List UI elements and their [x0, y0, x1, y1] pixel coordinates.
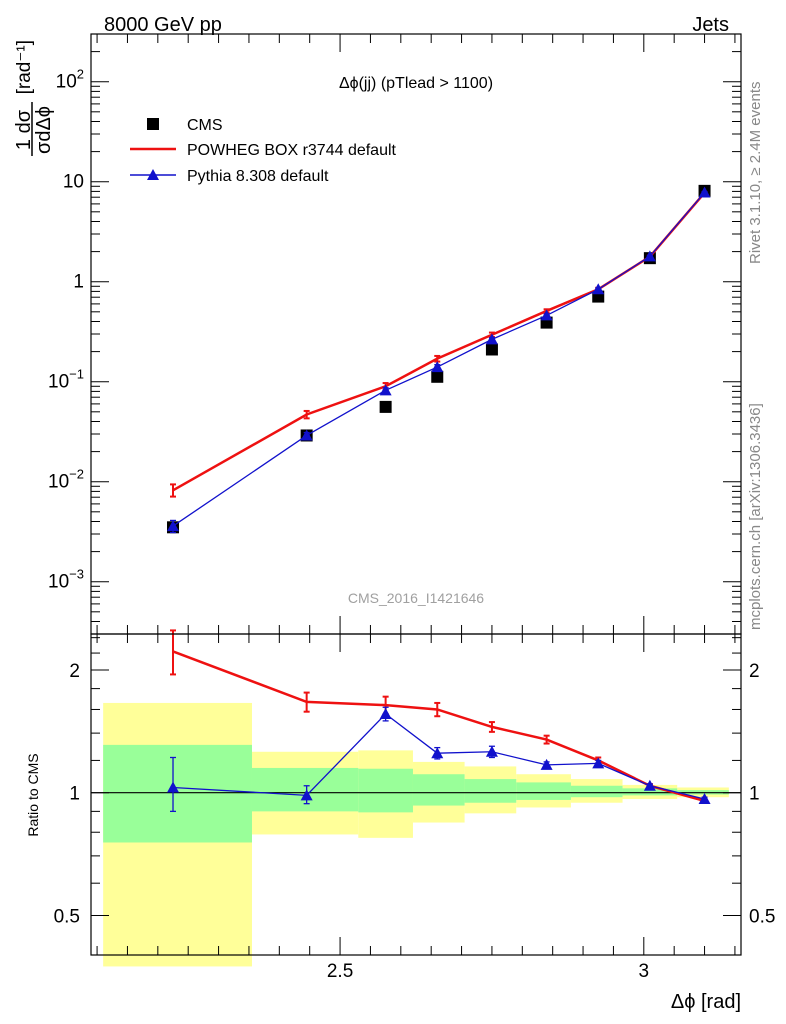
ratio-ytick-label-right-1: 1 — [749, 784, 760, 805]
ratio-point-1-1 — [300, 789, 313, 801]
main-point-2-4 — [485, 333, 498, 345]
ratio-band-inner-3 — [412, 774, 465, 806]
header-right: Jets — [692, 14, 729, 36]
ratio-point-1-8 — [698, 793, 711, 805]
ratio-ytick-label-left-2: 2 — [69, 661, 80, 682]
ratio-frame — [90, 633, 742, 956]
main-panel-series — [167, 184, 711, 534]
x-axis-label: Δϕ [rad] — [671, 991, 741, 1013]
main-point-2-6 — [592, 283, 605, 295]
ratio-band-inner-7 — [622, 788, 678, 796]
side-label-mcplots: mcplots.cern.ch [arXiv:1306.3436] — [747, 403, 764, 630]
main-point-2-7 — [643, 250, 656, 262]
main-point-2-3 — [431, 361, 444, 373]
ratio-ytick-label-right-2: 2 — [749, 661, 760, 682]
analysis-tag: CMS_2016_I1421646 — [348, 590, 484, 606]
ratio-point-1-7 — [643, 779, 656, 791]
ratio-xtick-label-0: 2.5 — [327, 961, 353, 982]
main-point-2-0 — [167, 520, 180, 532]
main-ytick-label-5: 102 — [56, 67, 84, 93]
main-title: Δϕ(jj) (pTlead > 1100) — [339, 75, 493, 92]
main-ytick-label-3: 1 — [73, 272, 84, 293]
ratio-ytick-label-left-0: 0.5 — [54, 906, 80, 927]
header-left: 8000 GeV pp — [104, 14, 222, 36]
ratio-band-inner-2 — [358, 768, 413, 813]
main-ytick-label-0: 10−3 — [48, 567, 84, 593]
ratio-band-inner-5 — [516, 782, 571, 800]
ratio-ytick-label-left-1: 1 — [69, 784, 80, 805]
legend-marker-pythia — [147, 169, 159, 180]
legend-label-pythia: Pythia 8.308 default — [187, 168, 329, 185]
side-label-rivet: Rivet 3.1.10, ≥ 2.4M events — [747, 82, 764, 265]
ratio-panel-bands — [91, 702, 741, 967]
legend: CMS POWHEG BOX r3744 default Pythia 8.30… — [130, 117, 397, 185]
ratio-panel-axes: 2.5 3 0.5 0.5 1 1 2 2 — [54, 633, 775, 982]
main-point-0-3 — [431, 370, 444, 383]
main-point-2-5 — [540, 309, 553, 321]
ratio-point-1-5 — [540, 758, 553, 770]
ratio-point-1-4 — [485, 745, 498, 757]
main-point-2-1 — [300, 429, 313, 441]
ratio-band-inner-4 — [464, 779, 517, 803]
main-y-axis-label: 1 dσ σdΔϕ [rad⁻¹] — [13, 40, 55, 156]
ratio-ytick-label-right-0: 0.5 — [749, 906, 775, 927]
ratio-xtick-label-1: 3 — [639, 961, 650, 982]
main-point-2-2 — [379, 384, 392, 396]
main-point-0-2 — [379, 400, 392, 413]
legend-label-cms: CMS — [187, 117, 223, 134]
legend-label-powheg: POWHEG BOX r3744 default — [187, 142, 397, 159]
ratio-band-inner-1 — [251, 767, 359, 812]
y-label-numerator: 1 dσ — [13, 109, 35, 150]
main-panel-axes: 10−3 10−2 10−1 1 10 102 — [48, 33, 742, 635]
legend-marker-cms — [147, 118, 159, 130]
ratio-band-inner-6 — [570, 785, 623, 798]
ratio-y-axis-label: Ratio to CMS — [25, 753, 41, 836]
main-point-0-4 — [485, 343, 498, 356]
y-label-denominator: σdΔϕ — [33, 106, 55, 154]
main-line-1 — [172, 191, 706, 492]
ratio-point-1-3 — [431, 747, 444, 759]
main-ytick-label-1: 10−2 — [48, 467, 84, 493]
ratio-point-1-0 — [167, 781, 180, 793]
ratio-panel-series — [167, 629, 711, 813]
y-label-unit: [rad⁻¹] — [14, 40, 35, 94]
main-ytick-label-2: 10−1 — [48, 367, 84, 393]
ratio-band-inner-0 — [103, 744, 252, 843]
ratio-point-1-6 — [592, 757, 605, 769]
main-ytick-label-4: 10 — [63, 172, 84, 193]
ratio-point-1-2 — [379, 707, 392, 719]
main-point-2-8 — [698, 186, 711, 198]
